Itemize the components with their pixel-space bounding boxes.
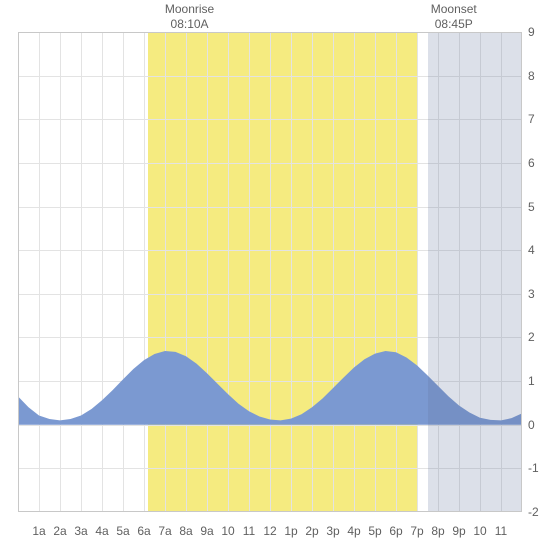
x-tick-label: 7p [410, 524, 423, 538]
x-tick-label: 5p [368, 524, 381, 538]
x-tick-label: 8a [179, 524, 192, 538]
x-tick-label: 4p [347, 524, 360, 538]
x-tick-label: 1a [32, 524, 45, 538]
x-tick-label: 6p [389, 524, 402, 538]
y-tick-label: 8 [528, 69, 535, 83]
y-tick-label: -1 [528, 461, 539, 475]
x-tick-label: 8p [431, 524, 444, 538]
y-tick-label: 9 [528, 25, 535, 39]
tide-chart: 1a2a3a4a5a6a7a8a9a1011121p2p3p4p5p6p7p8p… [0, 0, 550, 550]
x-tick-label: 3p [326, 524, 339, 538]
x-tick-label: 4a [95, 524, 108, 538]
x-tick-label: 9p [452, 524, 465, 538]
x-tick-label: 11 [243, 524, 255, 538]
x-tick-label: 6a [137, 524, 150, 538]
y-tick-label: 1 [528, 374, 535, 388]
y-tick-label: 4 [528, 243, 535, 257]
x-tick-label: 10 [221, 524, 234, 538]
y-tick-label: 3 [528, 287, 535, 301]
x-tick-label: 1p [284, 524, 297, 538]
x-tick-label: 9a [200, 524, 213, 538]
y-tick-label: 7 [528, 112, 535, 126]
x-tick-label: 2p [305, 524, 318, 538]
x-tick-label: 3a [74, 524, 87, 538]
y-tick-label: 2 [528, 330, 535, 344]
x-tick-label: 7a [158, 524, 171, 538]
y-tick-label: 6 [528, 156, 535, 170]
x-tick-label: 10 [473, 524, 486, 538]
x-tick-label: 2a [53, 524, 66, 538]
y-tick-label: 0 [528, 418, 535, 432]
night-shade [428, 32, 523, 512]
y-tick-label: -2 [528, 505, 539, 519]
y-tick-label: 5 [528, 200, 535, 214]
plot-area [18, 32, 522, 512]
x-tick-label: 12 [263, 524, 276, 538]
x-tick-label: 11 [495, 524, 507, 538]
x-tick-label: 5a [116, 524, 129, 538]
